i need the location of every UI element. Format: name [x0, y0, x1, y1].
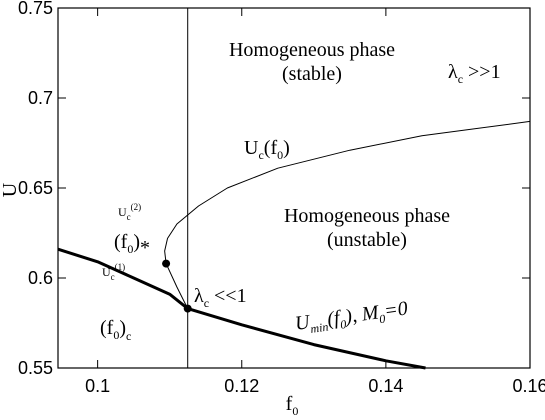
- annotation: λc >>1: [448, 61, 501, 86]
- curve: [164, 120, 531, 309]
- x-axis-label: f0: [286, 393, 299, 418]
- annotation: Uc(1): [102, 262, 125, 282]
- point: [162, 259, 171, 268]
- x-tick-label: 0.16: [512, 376, 545, 396]
- y-tick-label: 0.6: [28, 268, 53, 288]
- annotation: Homogeneous phase: [284, 205, 450, 227]
- x-tick-label: 0.12: [224, 376, 259, 396]
- y-axis-label: U: [0, 182, 21, 197]
- annotation: (f0)*: [114, 231, 150, 259]
- y-tick-label: 0.75: [18, 0, 53, 18]
- y-tick-label: 0.7: [28, 88, 53, 108]
- annotation: Umin(f0), M0=0: [294, 297, 410, 338]
- annotation: (f0)c: [100, 317, 131, 343]
- annotation: (stable): [282, 63, 342, 85]
- point: [183, 304, 192, 313]
- y-tick-label: 0.55: [18, 358, 53, 378]
- x-tick-label: 0.14: [368, 376, 403, 396]
- annotation: (unstable): [327, 229, 407, 251]
- annotation: Uc(f0): [244, 137, 290, 162]
- y-tick-label: 0.65: [18, 178, 53, 198]
- x-tick-label: 0.1: [85, 376, 110, 396]
- annotation: Homogeneous phase: [229, 39, 395, 61]
- annotation: Uc(2): [118, 202, 141, 222]
- annotation: λc <<1: [194, 285, 247, 310]
- annotations: Homogeneous phase (stable) λc >>1 Uc(f0)…: [100, 39, 501, 343]
